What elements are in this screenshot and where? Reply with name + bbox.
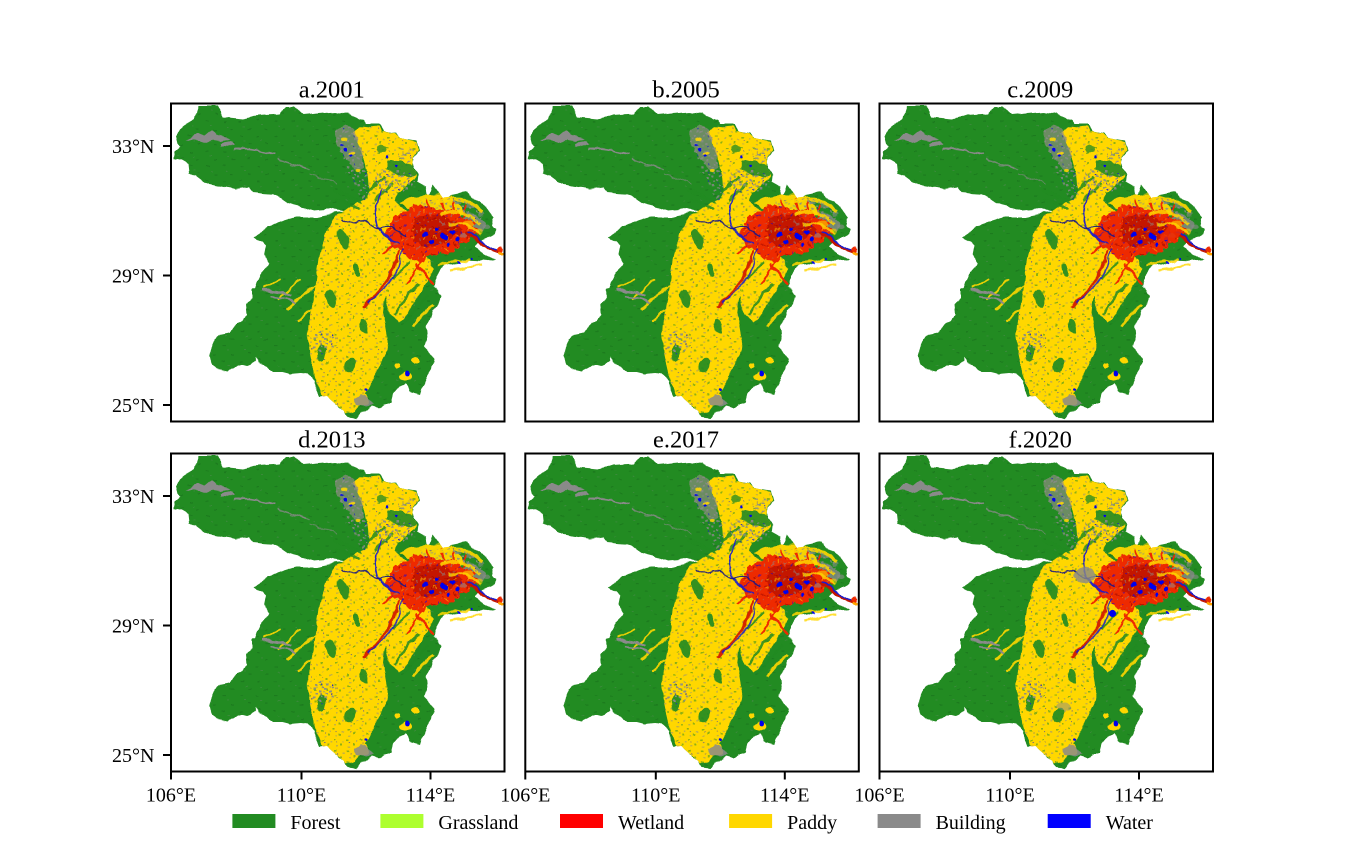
svg-text:110°E: 110°E — [277, 785, 326, 807]
svg-text:Water: Water — [1106, 812, 1154, 834]
svg-text:114°E: 114°E — [760, 785, 809, 807]
svg-text:33°N: 33°N — [112, 486, 154, 508]
svg-text:Building: Building — [936, 812, 1006, 834]
svg-text:29°N: 29°N — [112, 616, 154, 638]
svg-text:106°E: 106°E — [500, 785, 550, 807]
svg-text:25°N: 25°N — [112, 395, 154, 417]
svg-text:Forest: Forest — [290, 812, 340, 834]
svg-text:Grassland: Grassland — [438, 812, 518, 834]
svg-text:a.2001: a.2001 — [299, 77, 365, 104]
svg-text:114°E: 114°E — [1114, 785, 1163, 807]
svg-text:e.2017: e.2017 — [653, 427, 719, 454]
svg-text:Paddy: Paddy — [787, 812, 837, 834]
svg-text:110°E: 110°E — [631, 785, 680, 807]
svg-text:106°E: 106°E — [146, 785, 196, 807]
svg-text:f.2020: f.2020 — [1009, 427, 1072, 454]
svg-text:b.2005: b.2005 — [652, 77, 719, 104]
svg-text:29°N: 29°N — [112, 266, 154, 288]
svg-text:d.2013: d.2013 — [298, 427, 365, 454]
svg-text:114°E: 114°E — [406, 785, 455, 807]
svg-text:c.2009: c.2009 — [1007, 77, 1073, 104]
svg-text:110°E: 110°E — [985, 785, 1034, 807]
svg-text:Wetland: Wetland — [618, 812, 684, 834]
svg-text:33°N: 33°N — [112, 136, 154, 158]
svg-text:106°E: 106°E — [854, 785, 904, 807]
svg-text:25°N: 25°N — [112, 745, 154, 767]
